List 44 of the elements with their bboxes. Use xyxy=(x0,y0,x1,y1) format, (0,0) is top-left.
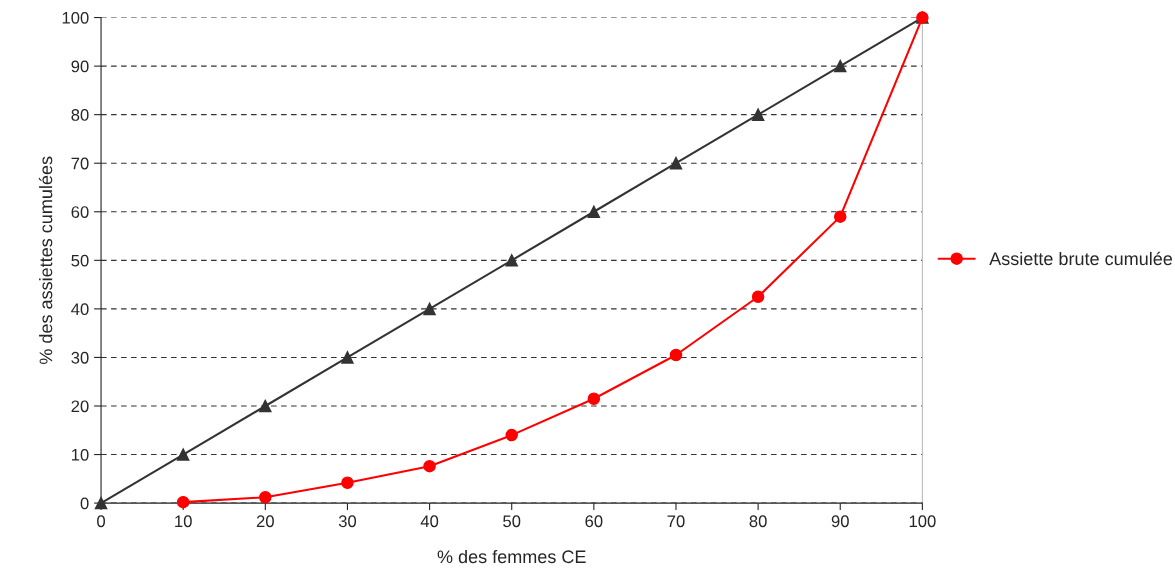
point xyxy=(587,205,601,219)
y-tick-label: 40 xyxy=(71,303,89,316)
point xyxy=(833,59,847,73)
y-tick-label: 20 xyxy=(71,400,89,413)
point xyxy=(833,210,847,223)
y-tick-label: 30 xyxy=(71,351,89,364)
x-tick-label: 40 xyxy=(420,515,439,528)
y-tick-label: 10 xyxy=(71,448,89,461)
point xyxy=(341,351,354,364)
point xyxy=(176,448,190,461)
x-tick-label: 90 xyxy=(831,515,849,528)
x-tick-label: 20 xyxy=(256,515,274,528)
point xyxy=(669,348,683,362)
point xyxy=(669,156,683,170)
point xyxy=(587,392,601,405)
x-axis-title: % des femmes CE xyxy=(437,549,586,564)
x-tick-label: 100 xyxy=(909,515,936,528)
y-tick-label: 60 xyxy=(71,206,89,218)
point xyxy=(259,399,272,413)
point xyxy=(505,254,518,267)
x-tick-label: 30 xyxy=(338,515,357,528)
y-tick-label: 90 xyxy=(71,60,89,73)
point xyxy=(505,428,518,442)
y-tick-label: 80 xyxy=(71,109,89,121)
x-tick-label: 50 xyxy=(503,515,521,528)
x-tick-label: 60 xyxy=(585,515,603,528)
x-tick-label: 70 xyxy=(667,515,685,528)
point xyxy=(751,290,765,303)
y-axis-title: % des assiettes cumulées xyxy=(38,156,53,365)
x-tick-label: 80 xyxy=(749,515,767,528)
y-tick-label: 0 xyxy=(80,497,89,510)
y-tick-label: 50 xyxy=(71,254,89,267)
point xyxy=(751,108,765,121)
legend-label: Assiette brute cumulée xyxy=(989,251,1173,266)
point xyxy=(341,476,354,489)
point xyxy=(423,459,436,473)
x-tick-label: 0 xyxy=(97,515,106,528)
point xyxy=(94,496,108,510)
y-tick-label: 100 xyxy=(62,11,89,24)
point xyxy=(176,495,190,509)
x-tick-label: 10 xyxy=(175,515,192,528)
point xyxy=(423,302,436,316)
point xyxy=(259,491,272,504)
y-tick-label: 70 xyxy=(71,157,89,170)
